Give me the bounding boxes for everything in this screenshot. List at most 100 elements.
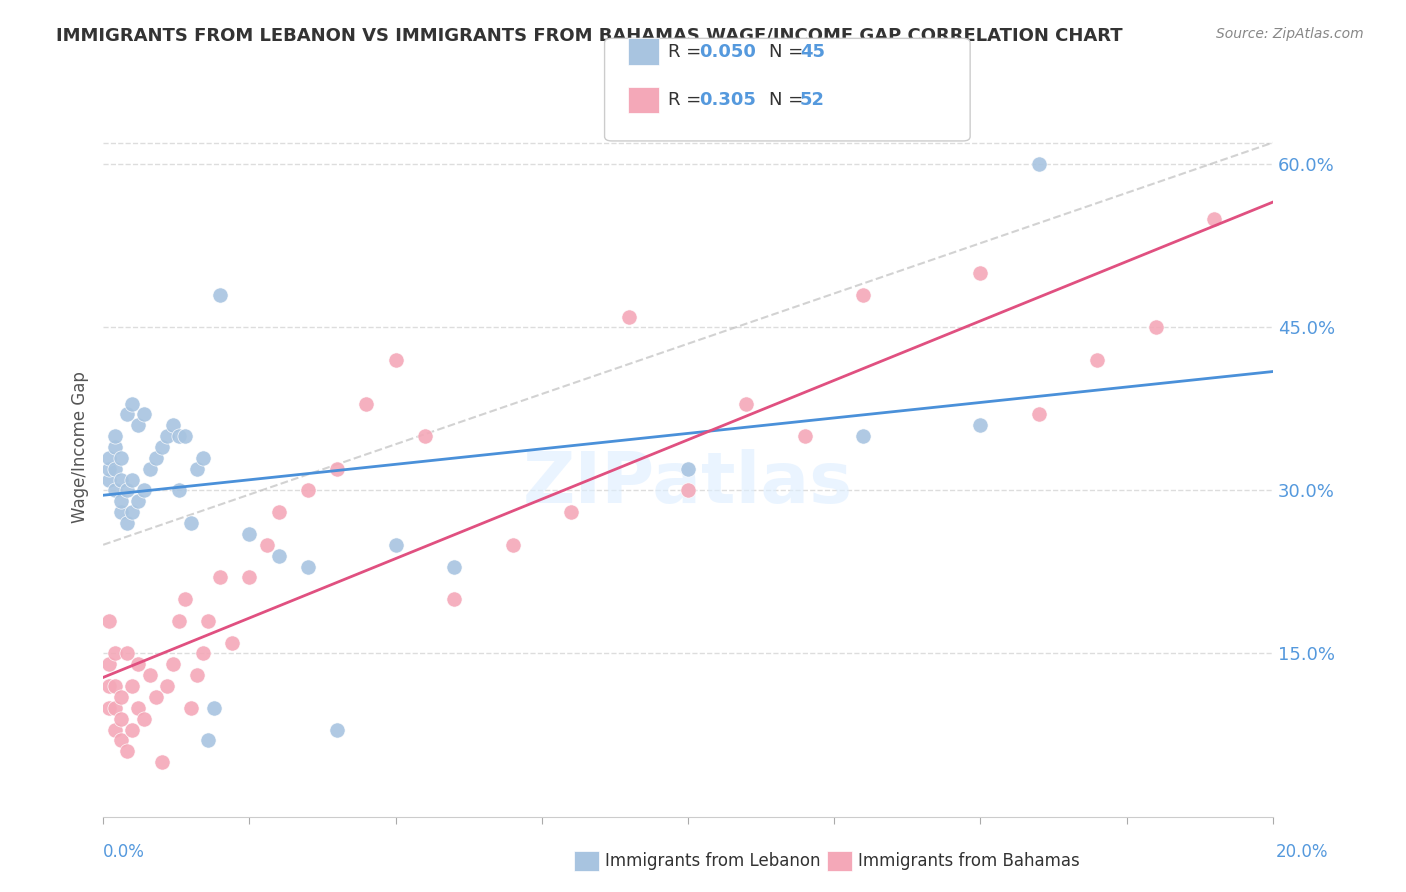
Point	[98, 657, 121, 672]
Point	[186, 461, 208, 475]
Point	[676, 483, 699, 498]
Point	[98, 679, 121, 693]
Point	[104, 440, 127, 454]
Point	[167, 483, 190, 498]
Point	[560, 505, 582, 519]
Point	[110, 690, 132, 704]
Point	[443, 559, 465, 574]
Point	[150, 440, 173, 454]
Text: 0.050: 0.050	[699, 43, 755, 61]
Point	[221, 635, 243, 649]
Point	[139, 668, 162, 682]
Text: IMMIGRANTS FROM LEBANON VS IMMIGRANTS FROM BAHAMAS WAGE/INCOME GAP CORRELATION C: IMMIGRANTS FROM LEBANON VS IMMIGRANTS FR…	[56, 27, 1123, 45]
Text: 0.0%: 0.0%	[103, 843, 145, 861]
Point	[145, 450, 167, 465]
Point	[384, 538, 406, 552]
Text: N =: N =	[769, 91, 808, 109]
Point	[180, 701, 202, 715]
Point	[115, 483, 138, 498]
Point	[104, 461, 127, 475]
Point	[174, 429, 197, 443]
Point	[209, 288, 232, 302]
Point	[115, 744, 138, 758]
Point	[127, 657, 149, 672]
Point	[139, 461, 162, 475]
Point	[104, 723, 127, 737]
Point	[104, 679, 127, 693]
Point	[110, 505, 132, 519]
Point	[127, 701, 149, 715]
Point	[121, 473, 143, 487]
Text: 0.305: 0.305	[699, 91, 755, 109]
Point	[969, 418, 991, 433]
Point	[297, 559, 319, 574]
Point	[110, 450, 132, 465]
Point	[132, 483, 155, 498]
Point	[156, 429, 179, 443]
Point	[326, 461, 349, 475]
Point	[356, 396, 378, 410]
Text: 20.0%: 20.0%	[1277, 843, 1329, 861]
Point	[167, 429, 190, 443]
Point	[1204, 211, 1226, 226]
Point	[98, 701, 121, 715]
Point	[132, 712, 155, 726]
Point	[852, 429, 875, 443]
Point	[191, 450, 214, 465]
Text: R =: R =	[668, 43, 707, 61]
Point	[115, 647, 138, 661]
Text: Immigrants from Bahamas: Immigrants from Bahamas	[858, 852, 1080, 870]
Point	[110, 712, 132, 726]
Point	[98, 614, 121, 628]
Point	[127, 494, 149, 508]
Point	[735, 396, 758, 410]
Point	[443, 592, 465, 607]
Point	[297, 483, 319, 498]
Point	[197, 614, 219, 628]
Point	[793, 429, 815, 443]
Point	[238, 527, 260, 541]
Point	[115, 516, 138, 530]
Point	[162, 418, 184, 433]
Point	[98, 473, 121, 487]
Point	[98, 461, 121, 475]
Text: 45: 45	[800, 43, 825, 61]
Point	[619, 310, 641, 324]
Point	[197, 733, 219, 747]
Point	[852, 288, 875, 302]
Point	[1144, 320, 1167, 334]
Point	[384, 353, 406, 368]
Point	[1085, 353, 1108, 368]
Point	[969, 266, 991, 280]
Point	[267, 505, 290, 519]
Point	[150, 755, 173, 769]
Point	[121, 679, 143, 693]
Point	[413, 429, 436, 443]
Text: ZIPatlas: ZIPatlas	[523, 450, 853, 518]
Point	[156, 679, 179, 693]
Point	[502, 538, 524, 552]
Point	[132, 408, 155, 422]
Point	[104, 701, 127, 715]
Point	[202, 701, 225, 715]
Point	[180, 516, 202, 530]
Point	[104, 483, 127, 498]
Point	[110, 733, 132, 747]
Text: Immigrants from Lebanon: Immigrants from Lebanon	[605, 852, 820, 870]
Point	[191, 647, 214, 661]
Point	[127, 418, 149, 433]
Point	[267, 549, 290, 563]
Point	[209, 570, 232, 584]
Point	[110, 473, 132, 487]
Point	[104, 647, 127, 661]
Point	[121, 396, 143, 410]
Point	[98, 450, 121, 465]
Point	[145, 690, 167, 704]
Text: 52: 52	[800, 91, 825, 109]
Point	[676, 461, 699, 475]
Text: R =: R =	[668, 91, 707, 109]
Point	[121, 723, 143, 737]
Point	[326, 723, 349, 737]
Point	[167, 614, 190, 628]
Point	[256, 538, 278, 552]
